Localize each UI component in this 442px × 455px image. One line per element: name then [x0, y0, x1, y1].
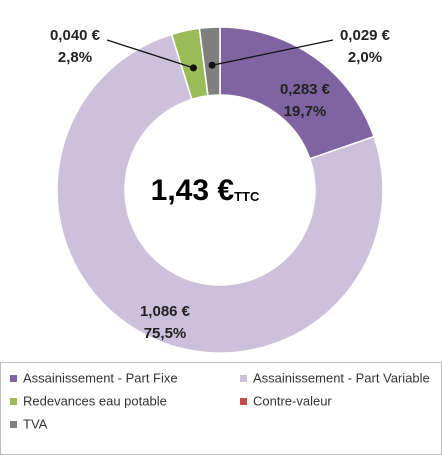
percent-label: 19,7% [284, 103, 327, 120]
leader-dot [189, 64, 197, 72]
legend-swatch [10, 398, 17, 405]
data-label: 0,040 € 2,8% [50, 27, 101, 66]
value-label: 0,040 € [50, 27, 101, 44]
legend-label: Assainissement - Part Variable [253, 370, 430, 385]
value-label: 0,029 € [340, 27, 391, 44]
legend-label: Redevances eau potable [23, 393, 167, 408]
legend-swatch [10, 375, 17, 382]
leader-line [211, 39, 334, 66]
value-label: 1,086 € [140, 303, 191, 320]
center-label: 1,43 €TTC [151, 174, 260, 207]
legend-label: Contre-valeur [253, 393, 332, 408]
leader-dot [208, 61, 216, 69]
legend-swatch [240, 398, 247, 405]
value-label: 0,283 € [280, 81, 331, 98]
center-sub: TTC [234, 189, 260, 204]
percent-label: 2,0% [348, 49, 382, 66]
leader-line [106, 39, 194, 69]
data-label: 0,029 € 2,0% [340, 27, 391, 66]
percent-label: 2,8% [58, 49, 92, 66]
slice [198, 26, 221, 97]
center-value: 1,43 € [151, 174, 235, 207]
data-label: 1,086 € 75,5% [140, 303, 191, 342]
legend-label: Assainissement - Part Fixe [23, 370, 178, 385]
legend-label: TVA [23, 416, 48, 431]
legend-swatch [10, 421, 17, 428]
slice [56, 33, 384, 354]
percent-label: 75,5% [144, 325, 187, 342]
data-label: 0,283 € 19,7% [280, 81, 331, 120]
legend-swatch [240, 375, 247, 382]
